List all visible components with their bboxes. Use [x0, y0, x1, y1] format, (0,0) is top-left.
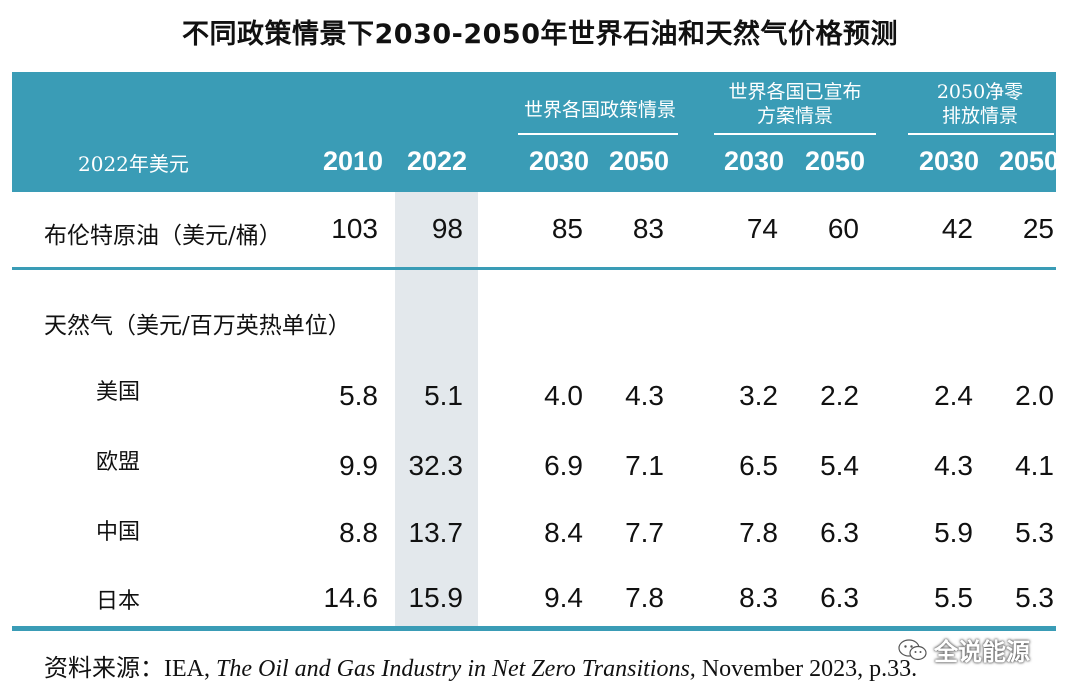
row-divider — [12, 267, 1056, 270]
table-title: 不同政策情景下2030-2050年世界石油和天然气价格预测 — [182, 19, 898, 50]
unit-label: 2022年美元 — [78, 152, 189, 176]
section-label-natural-gas: 天然气（美元/百万英热单位） — [44, 313, 351, 339]
cell: 13.7 — [408, 517, 464, 548]
cell: 9.9 — [339, 450, 378, 481]
cell: 2.0 — [1015, 380, 1054, 411]
cell: 5.1 — [424, 380, 463, 411]
cell: 14.6 — [323, 582, 379, 613]
cell: 5.8 — [339, 380, 378, 411]
group-underline — [908, 133, 1054, 135]
cell: 7.8 — [625, 582, 664, 613]
cell: 32.3 — [408, 450, 464, 481]
row-label-brent: 布伦特原油（美元/桶） — [44, 223, 282, 249]
wechat-icon — [898, 638, 927, 660]
cell: 25 — [1022, 213, 1054, 244]
cell: 6.3 — [820, 582, 859, 613]
year-header: 2050 — [998, 146, 1060, 176]
cell: 8.3 — [739, 582, 778, 613]
table-bottom-rule — [12, 626, 1056, 631]
cell: 2.2 — [820, 380, 859, 411]
cell: 3.2 — [739, 380, 778, 411]
cell: 74 — [746, 213, 778, 244]
cell: 83 — [632, 213, 664, 244]
year-header: 2010 — [322, 146, 384, 176]
cell: 5.4 — [820, 450, 859, 481]
cell: 4.0 — [544, 380, 583, 411]
cell: 15.9 — [408, 582, 464, 613]
cell: 6.3 — [820, 517, 859, 548]
cell: 8.8 — [339, 517, 378, 548]
row-label-japan: 日本 — [96, 589, 141, 614]
cell: 103 — [331, 213, 378, 244]
cell: 42 — [941, 213, 973, 244]
cell: 6.5 — [739, 450, 778, 481]
cell: 60 — [827, 213, 859, 244]
year-header: 2050 — [608, 146, 670, 176]
group-label-announced-pledges: 世界各国已宣布 方案情景 — [728, 81, 862, 127]
row-label-china: 中国 — [96, 520, 141, 545]
cell: 4.3 — [934, 450, 973, 481]
group-underline — [714, 133, 876, 135]
cell: 7.1 — [625, 450, 664, 481]
column-2022-highlight — [395, 192, 478, 628]
cell: 98 — [431, 213, 463, 244]
cell: 7.7 — [625, 517, 664, 548]
cell: 6.9 — [544, 450, 583, 481]
year-header: 2050 — [804, 146, 866, 176]
year-header: 2022 — [406, 146, 468, 176]
cell: 8.4 — [544, 517, 583, 548]
cell: 4.1 — [1015, 450, 1054, 481]
cell: 9.4 — [544, 582, 583, 613]
watermark: 全说能源 — [898, 632, 1030, 667]
cell: 2.4 — [934, 380, 973, 411]
cell: 7.8 — [739, 517, 778, 548]
cell: 5.3 — [1015, 582, 1054, 613]
row-label-usa: 美国 — [96, 380, 141, 405]
cell: 4.3 — [625, 380, 664, 411]
cell: 5.5 — [934, 582, 973, 613]
cell: 5.9 — [934, 517, 973, 548]
table-header — [12, 72, 1056, 192]
row-label-eu: 欧盟 — [96, 450, 141, 475]
cell: 5.3 — [1015, 517, 1054, 548]
year-header: 2030 — [528, 146, 590, 176]
source-note: 资料来源：IEA, The Oil and Gas Industry in Ne… — [44, 656, 918, 682]
group-label-stated-policies: 世界各国政策情景 — [523, 99, 676, 121]
group-underline — [518, 133, 678, 135]
group-label-net-zero: 2050净零 排放情景 — [936, 81, 1024, 127]
cell: 85 — [551, 213, 583, 244]
year-header: 2030 — [723, 146, 785, 176]
year-header: 2030 — [918, 146, 980, 176]
